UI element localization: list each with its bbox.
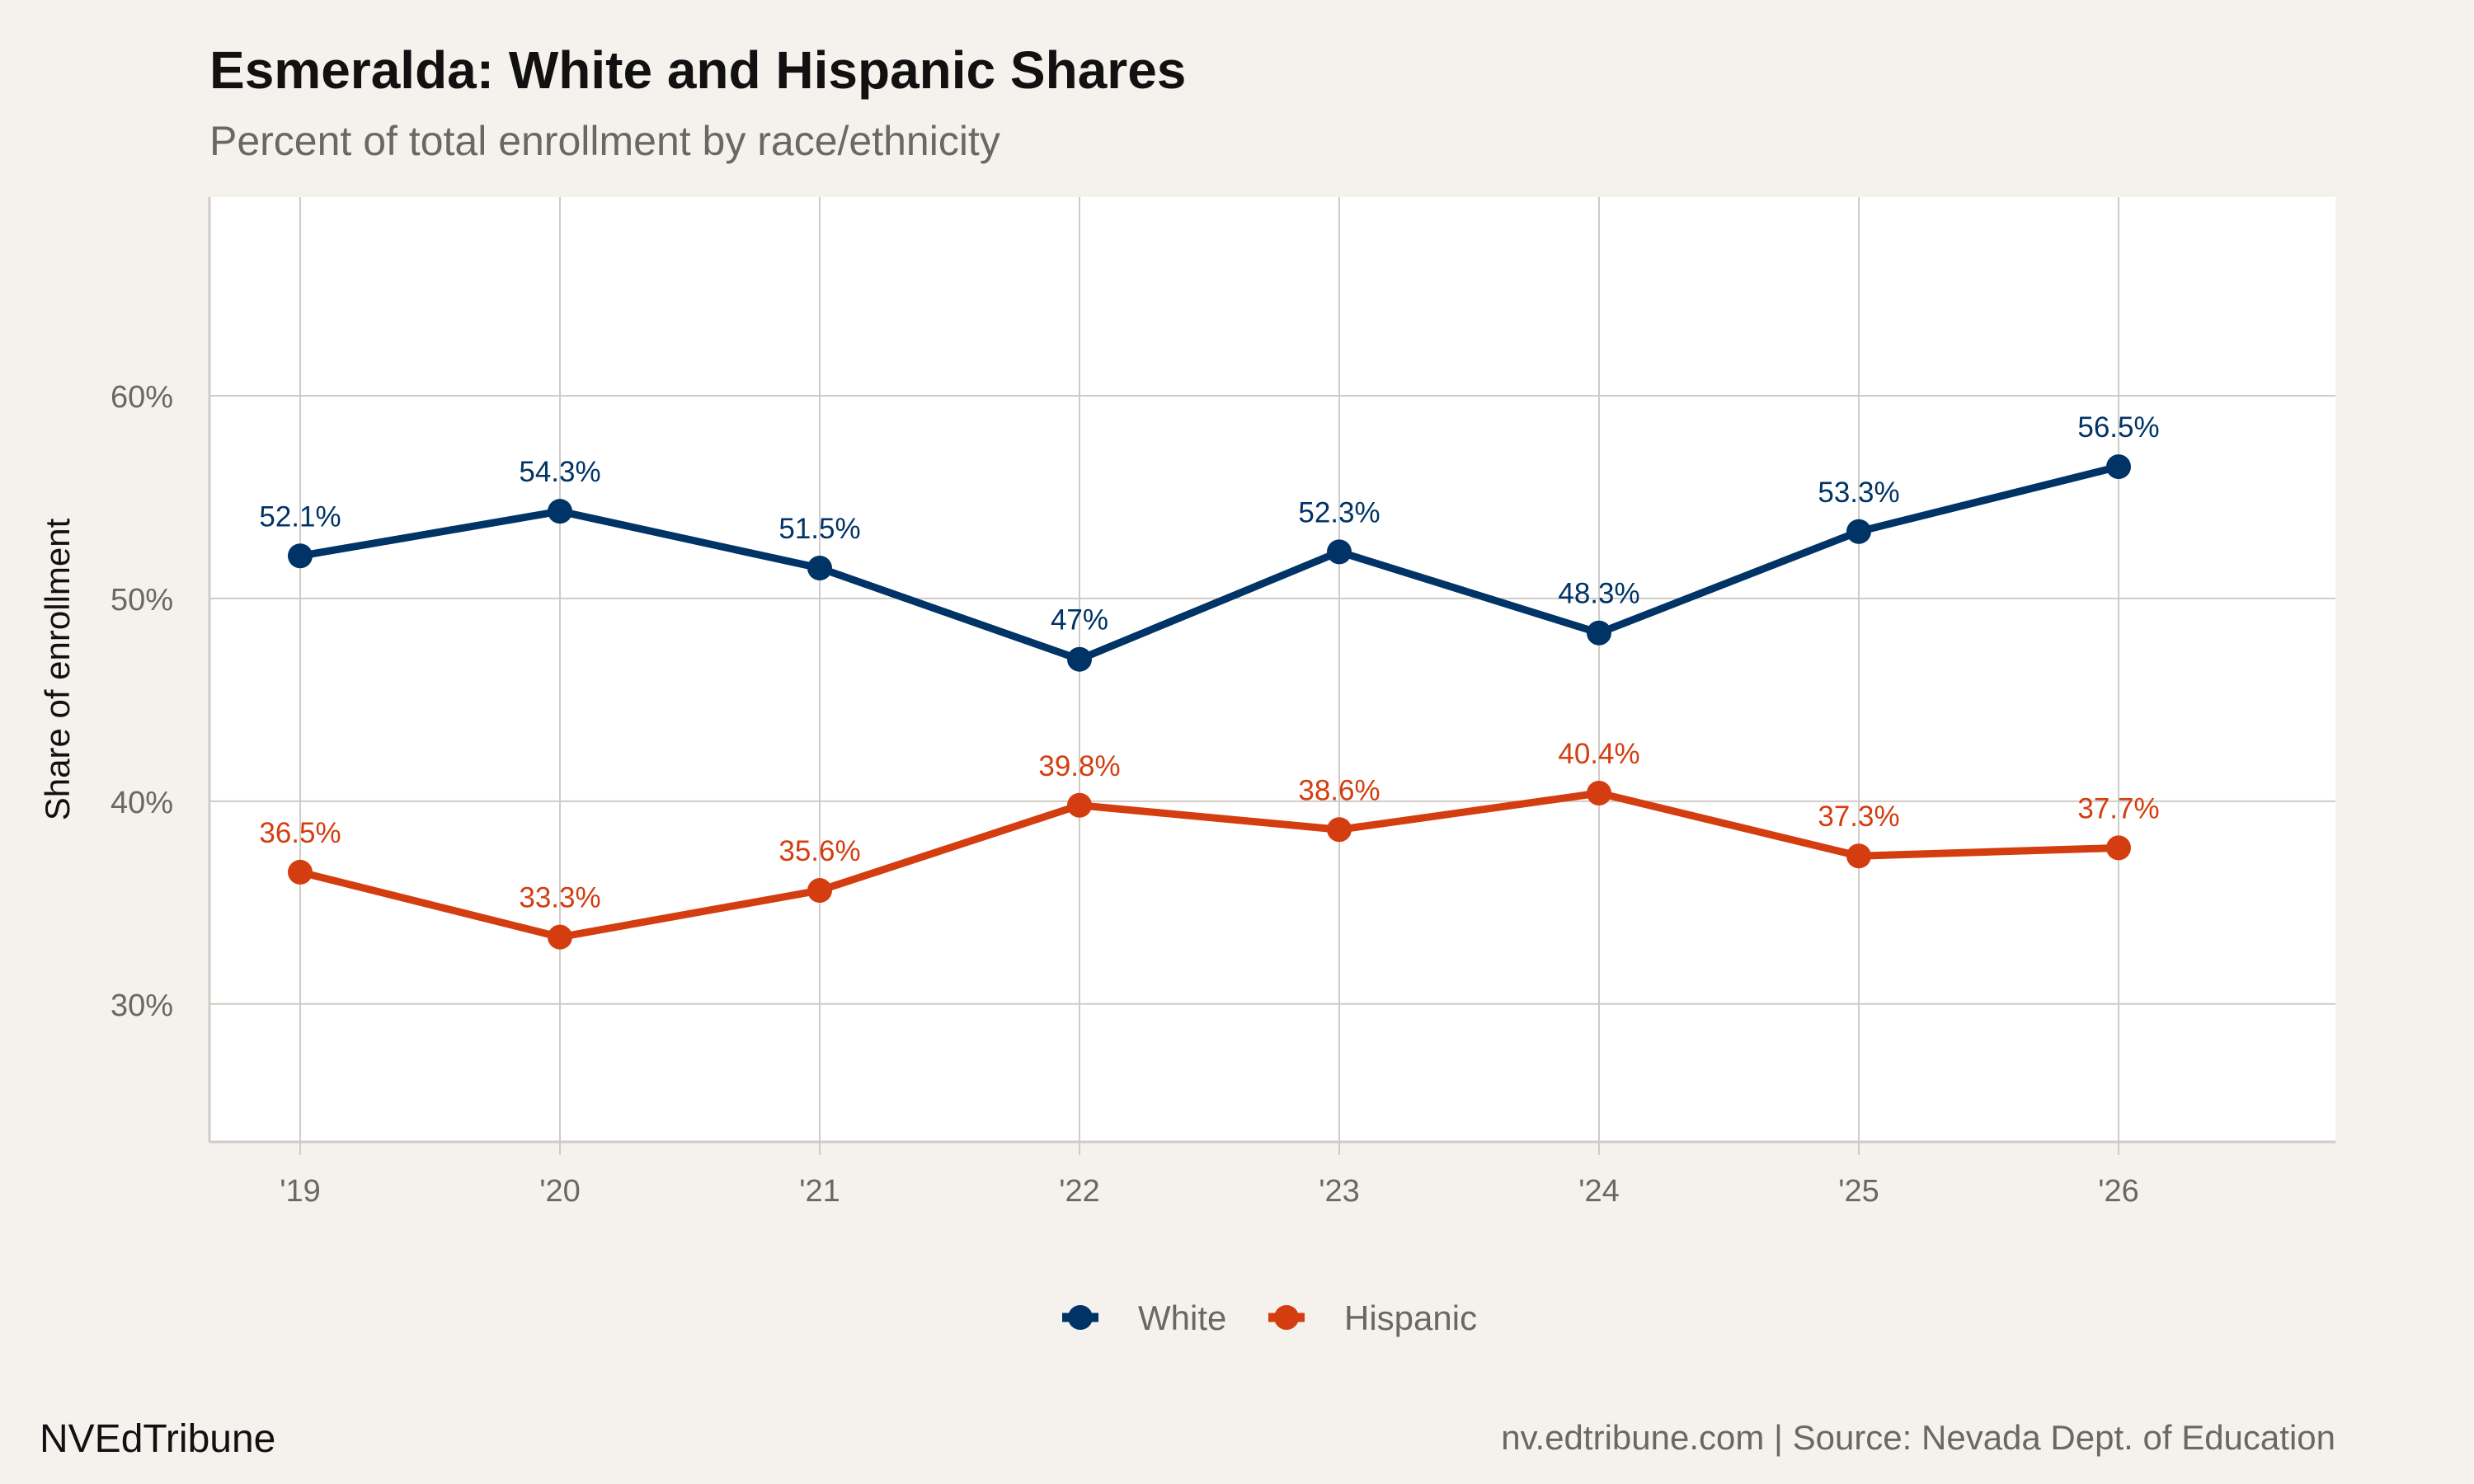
data-label-white: 52.3%: [1298, 496, 1380, 528]
source-label: nv.edtribune.com | Source: Nevada Dept. …: [1501, 1418, 2335, 1457]
data-point-white: [807, 556, 832, 581]
data-label-white: 56.5%: [2077, 411, 2159, 444]
brand-label: NVEdTribune: [40, 1417, 276, 1461]
y-axis-title: Share of enrollment: [38, 518, 77, 820]
data-label-hispanic: 36.5%: [259, 817, 341, 849]
data-label-hispanic: 33.3%: [519, 882, 600, 914]
x-tick-label: '25: [1838, 1174, 1879, 1209]
data-label-white: 52.1%: [259, 500, 341, 533]
data-point-white: [548, 499, 572, 524]
y-tick-label: 40%: [111, 786, 173, 820]
legend-label-white: White: [1138, 1298, 1226, 1337]
x-tick-label: '22: [1059, 1174, 1100, 1209]
data-point-hispanic: [807, 878, 832, 904]
x-tick-label: '19: [280, 1174, 321, 1209]
x-tick-label: '20: [539, 1174, 581, 1209]
data-point-hispanic: [288, 859, 313, 885]
data-point-hispanic: [1587, 781, 1611, 806]
data-point-white: [1067, 646, 1092, 672]
x-tick-label: '24: [1578, 1174, 1620, 1209]
data-label-hispanic: 35.6%: [778, 835, 860, 867]
data-point-hispanic: [1846, 843, 1871, 869]
data-point-white: [288, 543, 313, 569]
data-label-hispanic: 37.3%: [1818, 801, 1899, 833]
series-line-hispanic: [299, 789, 2119, 942]
legend-key-marker: [1068, 1305, 1093, 1330]
y-tick-label: 50%: [111, 583, 173, 618]
series-line-white: [299, 463, 2120, 664]
data-label-white: 53.3%: [1818, 477, 1899, 509]
data-point-white: [1587, 620, 1611, 646]
y-tick-label: 60%: [111, 380, 173, 415]
x-tick-label: '26: [2098, 1174, 2139, 1209]
data-label-white: 54.3%: [519, 456, 600, 488]
plot-panel: [209, 197, 2335, 1142]
data-label-white: 51.5%: [778, 513, 860, 545]
data-point-hispanic: [1327, 817, 1352, 843]
data-point-white: [2106, 454, 2131, 480]
legend-key-marker: [1274, 1305, 1299, 1330]
legend-label-hispanic: Hispanic: [1344, 1298, 1477, 1337]
x-tick-label: '21: [799, 1174, 840, 1209]
data-point-white: [1327, 539, 1352, 565]
chart-title: Esmeralda: White and Hispanic Shares: [209, 40, 1187, 100]
data-label-hispanic: 39.8%: [1038, 750, 1120, 782]
y-tick-label: 30%: [111, 989, 173, 1023]
chart-subtitle: Percent of total enrollment by race/ethn…: [209, 118, 1000, 164]
data-label-hispanic: 37.7%: [2077, 792, 2159, 824]
data-point-white: [1846, 519, 1871, 544]
x-tick-label: '23: [1319, 1174, 1360, 1209]
data-label-hispanic: 40.4%: [1558, 738, 1639, 770]
data-label-hispanic: 38.6%: [1298, 774, 1380, 806]
data-label-white: 47%: [1051, 604, 1108, 636]
data-point-hispanic: [548, 924, 572, 950]
data-point-hispanic: [1067, 792, 1092, 818]
data-label-white: 48.3%: [1558, 578, 1639, 610]
data-point-hispanic: [2106, 835, 2131, 861]
